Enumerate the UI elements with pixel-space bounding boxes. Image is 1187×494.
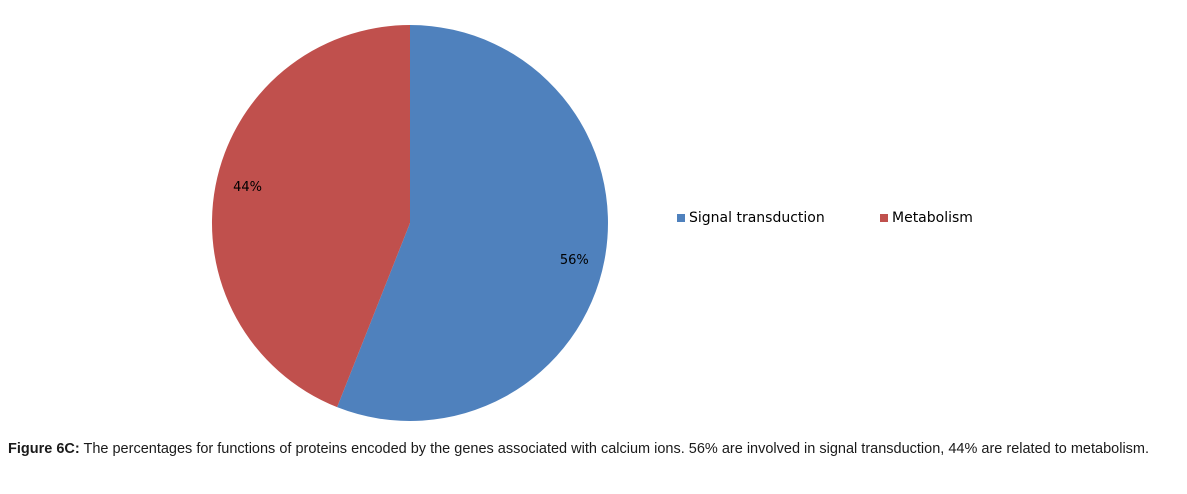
caption-label: Figure 6C: (8, 441, 80, 457)
legend-swatch-metabolism (880, 214, 888, 222)
legend-item-signal-transduction: Signal transduction (677, 210, 825, 226)
slice-label-signal-transduction: 56% (560, 253, 589, 268)
legend-label-signal-transduction: Signal transduction (689, 210, 825, 226)
slice-label-metabolism: 44% (233, 180, 262, 195)
pie-slice-signal-transduction (337, 25, 608, 422)
caption-text: The percentages for functions of protein… (79, 441, 1150, 457)
figure-caption: Figure 6C: The percentages for functions… (8, 441, 1180, 458)
legend-item-metabolism: Metabolism (880, 210, 973, 226)
pie-chart: 56% 44% Signal transduction Metabolism (211, 24, 973, 422)
legend-label-metabolism: Metabolism (892, 210, 973, 226)
pie-slice-metabolism (211, 24, 410, 408)
legend-swatch-signal-transduction (677, 214, 685, 222)
pie-chart-svg: 56% 44% (211, 24, 608, 422)
